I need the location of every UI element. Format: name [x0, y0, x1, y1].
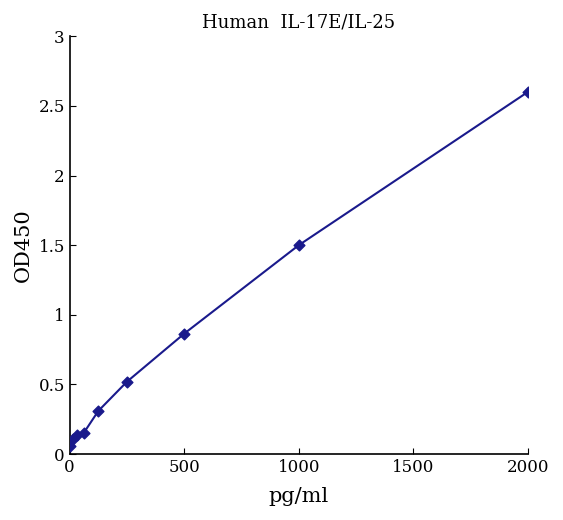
- Point: [94, 407, 103, 415]
- Y-axis label: OD450: OD450: [14, 209, 33, 282]
- Title: Human  IL-17E/IL-25: Human IL-17E/IL-25: [202, 14, 395, 32]
- Point: [72, 431, 81, 439]
- Point: [294, 241, 303, 250]
- Point: [122, 378, 131, 386]
- Point: [79, 428, 88, 437]
- X-axis label: pg/ml: pg/ml: [269, 487, 329, 506]
- Point: [65, 442, 74, 450]
- Point: [180, 330, 189, 338]
- Point: [69, 435, 78, 444]
- Point: [524, 88, 533, 96]
